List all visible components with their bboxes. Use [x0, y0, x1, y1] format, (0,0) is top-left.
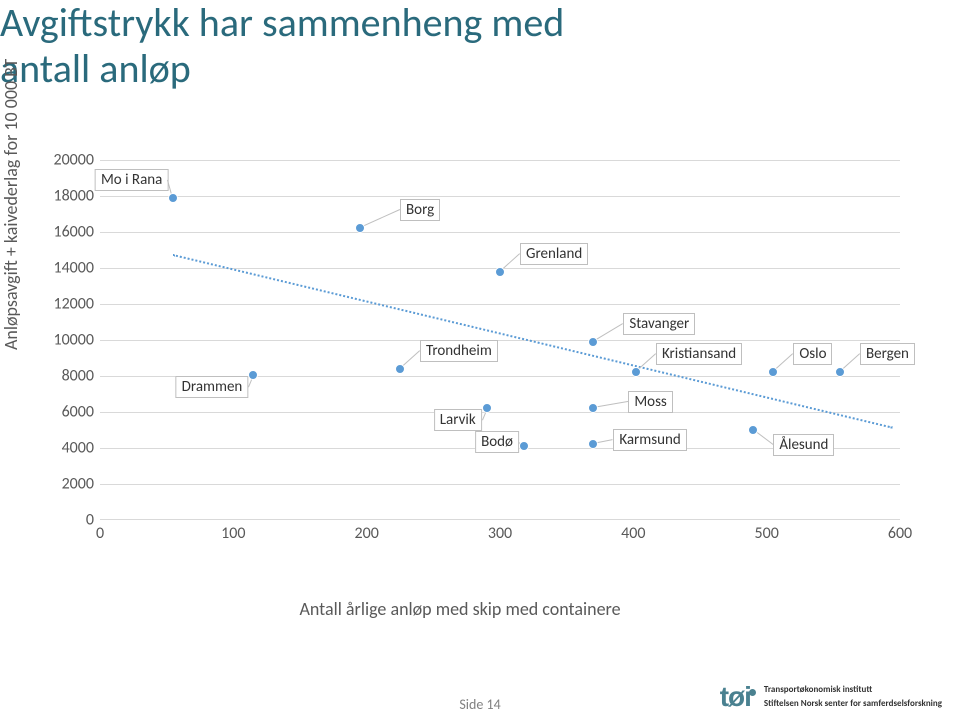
- data-label: Trondheim: [420, 340, 498, 362]
- xtick-label: 100: [221, 524, 245, 543]
- data-point: [519, 441, 529, 451]
- data-label: Moss: [628, 391, 672, 413]
- gridline: [100, 412, 900, 413]
- data-label: Larvik: [434, 409, 482, 431]
- ytick-label: 12000: [53, 295, 94, 314]
- ytick-label: 10000: [53, 331, 94, 350]
- data-point: [748, 425, 758, 435]
- data-label: Kristiansand: [656, 343, 742, 365]
- ytick-label: 4000: [62, 439, 94, 458]
- gridline: [100, 232, 900, 233]
- ytick-label: 20000: [53, 151, 94, 170]
- data-label: Bergen: [860, 343, 915, 365]
- data-point: [588, 439, 598, 449]
- leader-line: [360, 209, 400, 228]
- data-label: Grenland: [520, 243, 588, 265]
- plot-area: 0200040006000800010000120001400016000180…: [100, 160, 900, 520]
- data-point: [588, 403, 598, 413]
- y-axis-label: Anløpsavgift + kaivederlag for 10 000 BT: [0, 59, 22, 350]
- data-label: Oslo: [793, 343, 832, 365]
- data-label: Ålesund: [773, 434, 834, 456]
- data-point: [355, 223, 365, 233]
- ytick-label: 8000: [62, 367, 94, 386]
- data-label: Stavanger: [623, 313, 695, 335]
- ytick-label: 14000: [53, 259, 94, 278]
- data-point: [248, 370, 258, 380]
- logo-sub1: Transportøkonomisk institutt: [764, 685, 942, 695]
- gridline: [100, 340, 900, 341]
- logo-sub2: Stiftelsen Norsk senter for samferdselsf…: [764, 699, 942, 709]
- x-axis-line: [100, 519, 900, 520]
- footer: Side 14 tøi Transportøkonomisk institutt…: [0, 673, 960, 713]
- data-point: [835, 367, 845, 377]
- ytick-label: 18000: [53, 187, 94, 206]
- gridline: [100, 484, 900, 485]
- logo-main-text: tøi: [720, 681, 756, 713]
- title-line-2: antall anløp: [0, 46, 564, 92]
- data-point: [631, 367, 641, 377]
- leader-line: [593, 401, 628, 408]
- ytick-label: 6000: [62, 403, 94, 422]
- page-number: Side 14: [459, 696, 500, 713]
- ytick-label: 0: [86, 511, 94, 530]
- data-point: [495, 267, 505, 277]
- xtick-label: 0: [96, 524, 104, 543]
- data-label: Karmsund: [613, 429, 686, 451]
- data-label: Drammen: [176, 376, 249, 398]
- logo-dot-icon: [749, 689, 756, 696]
- logo-subtext: Transportøkonomisk institutt Stiftelsen …: [764, 685, 942, 713]
- data-label: Mo i Rana: [95, 169, 168, 191]
- title-line-1: Avgiftstrykk har sammenheng med: [0, 0, 564, 46]
- logo: tøi Transportøkonomisk institutt Stiftel…: [720, 681, 942, 713]
- ytick-label: 16000: [53, 223, 94, 242]
- xtick-label: 400: [621, 524, 645, 543]
- ytick-label: 2000: [62, 475, 94, 494]
- data-point: [395, 364, 405, 374]
- data-label: Bodø: [475, 431, 519, 453]
- data-point: [768, 367, 778, 377]
- xtick-label: 300: [488, 524, 512, 543]
- data-point: [482, 403, 492, 413]
- data-point: [168, 193, 178, 203]
- data-point: [588, 337, 598, 347]
- x-axis-label: Antall årlige anløp med skip med contain…: [10, 598, 910, 620]
- xtick-label: 200: [354, 524, 378, 543]
- xtick-label: 600: [888, 524, 912, 543]
- xtick-label: 500: [754, 524, 778, 543]
- page-title: Avgiftstrykk har sammenheng med antall a…: [0, 0, 564, 92]
- gridline: [100, 304, 900, 305]
- data-label: Borg: [400, 199, 440, 221]
- gridline: [100, 160, 900, 161]
- gridline: [100, 196, 900, 197]
- scatter-chart: Anløpsavgift + kaivederlag for 10 000 BT…: [10, 150, 910, 580]
